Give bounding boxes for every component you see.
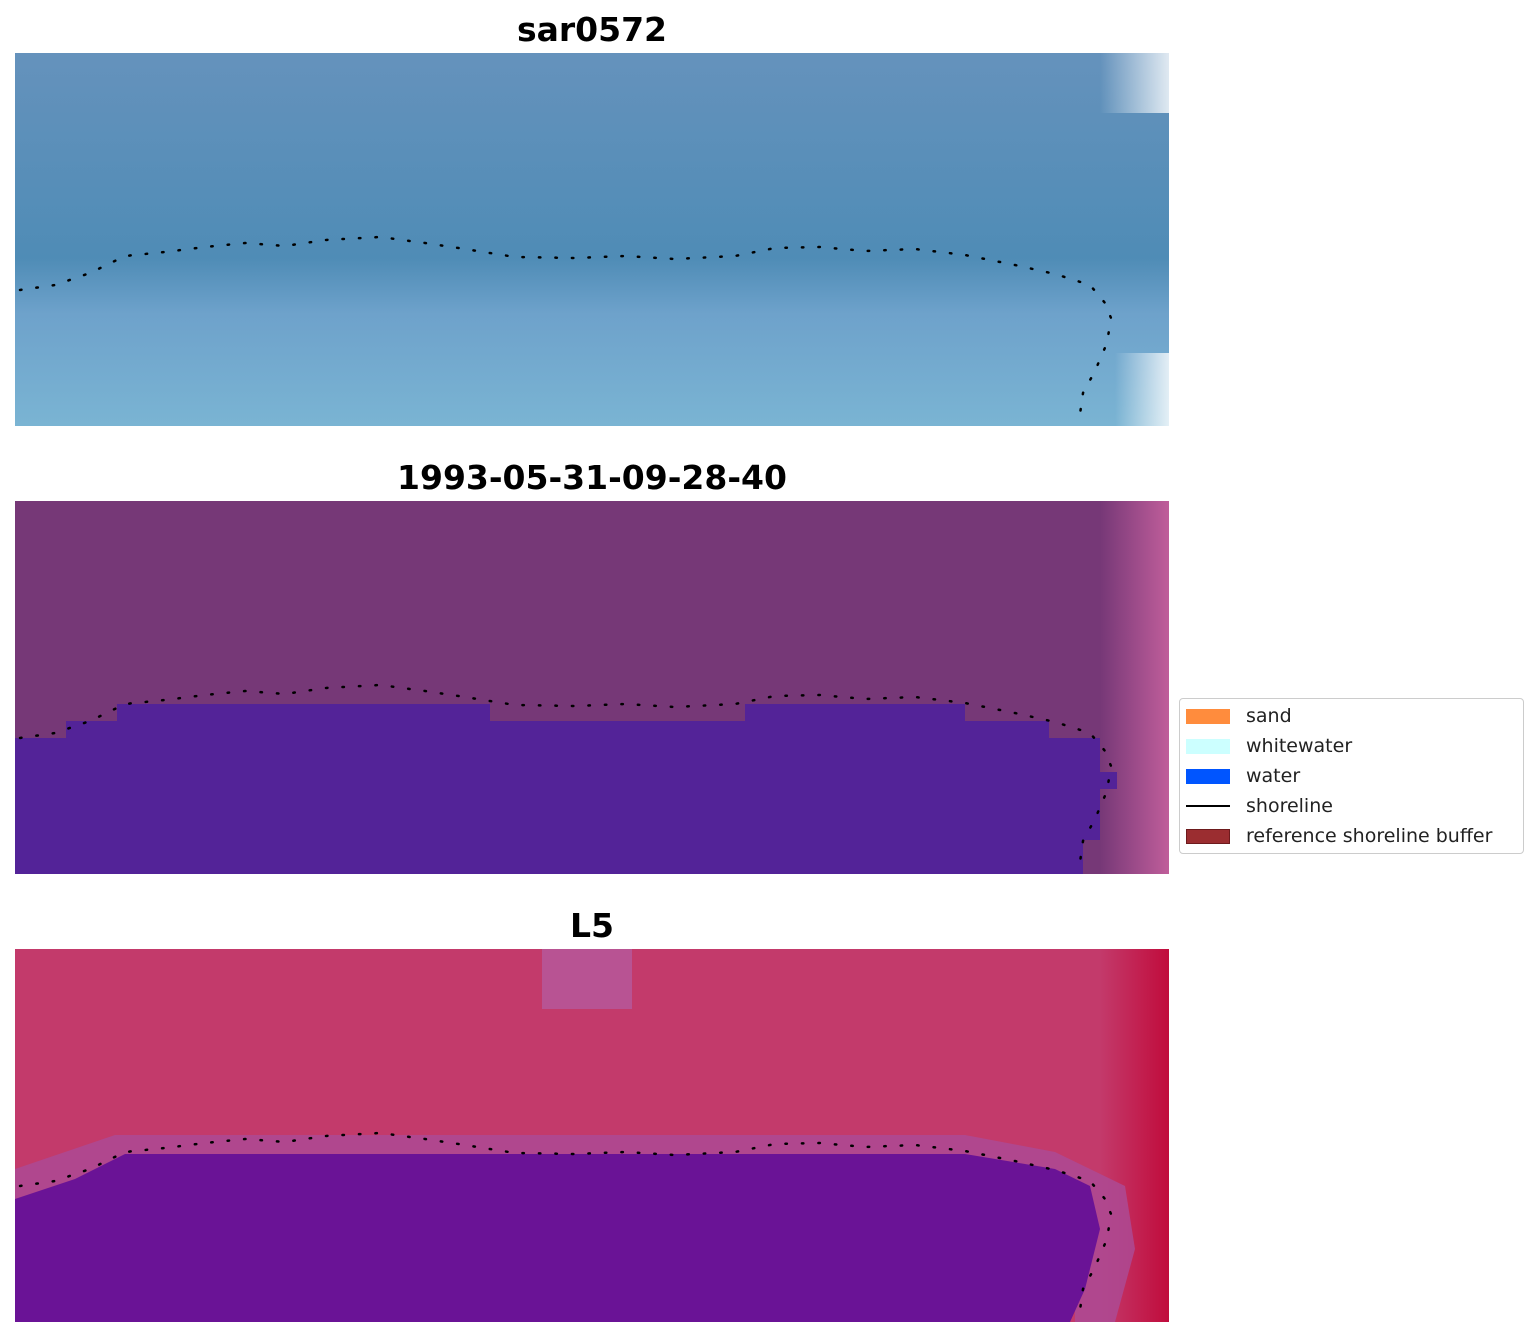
legend-item-shoreline: shoreline <box>1186 795 1333 817</box>
legend-item-sand: sand <box>1186 705 1292 727</box>
shoreline-3 <box>18 1131 1113 1319</box>
sand-swatch <box>1186 708 1230 724</box>
legend-label-shoreline: shoreline <box>1246 795 1333 817</box>
rgb-corner-highlight-bottom <box>1115 353 1169 426</box>
shoreline-line-icon <box>1186 805 1230 807</box>
rgb-corner-highlight-top <box>1100 53 1169 113</box>
ndwi-water <box>15 1154 1100 1322</box>
rgb-background <box>15 53 1169 426</box>
whitewater-swatch <box>1186 738 1230 754</box>
legend-label-reference-buffer: reference shoreline buffer <box>1246 825 1493 847</box>
classified-image-panel <box>15 501 1169 874</box>
classified-water <box>15 704 1117 874</box>
shoreline-2 <box>18 683 1113 871</box>
panel-title-1: sar0572 <box>516 10 668 49</box>
reference-buffer-swatch <box>1186 828 1230 844</box>
legend-label-whitewater: whitewater <box>1246 735 1353 757</box>
legend-item-whitewater: whitewater <box>1186 735 1353 757</box>
legend-label-sand: sand <box>1246 705 1292 727</box>
classified-edge-highlight <box>1100 501 1169 874</box>
panel-title-2: 1993-05-31-09-28-40 <box>397 458 787 497</box>
ndwi-image-panel <box>15 949 1169 1322</box>
ndwi-bright-spot <box>542 949 632 1009</box>
legend: sand whitewater water shoreline referenc… <box>1179 698 1524 854</box>
water-swatch <box>1186 768 1230 784</box>
legend-label-water: water <box>1246 765 1301 787</box>
rgb-image-panel <box>15 53 1169 426</box>
legend-item-water: water <box>1186 765 1301 787</box>
panel-title-3: L5 <box>570 906 614 945</box>
shoreline-1 <box>18 235 1113 423</box>
legend-item-reference-buffer: reference shoreline buffer <box>1186 825 1493 847</box>
